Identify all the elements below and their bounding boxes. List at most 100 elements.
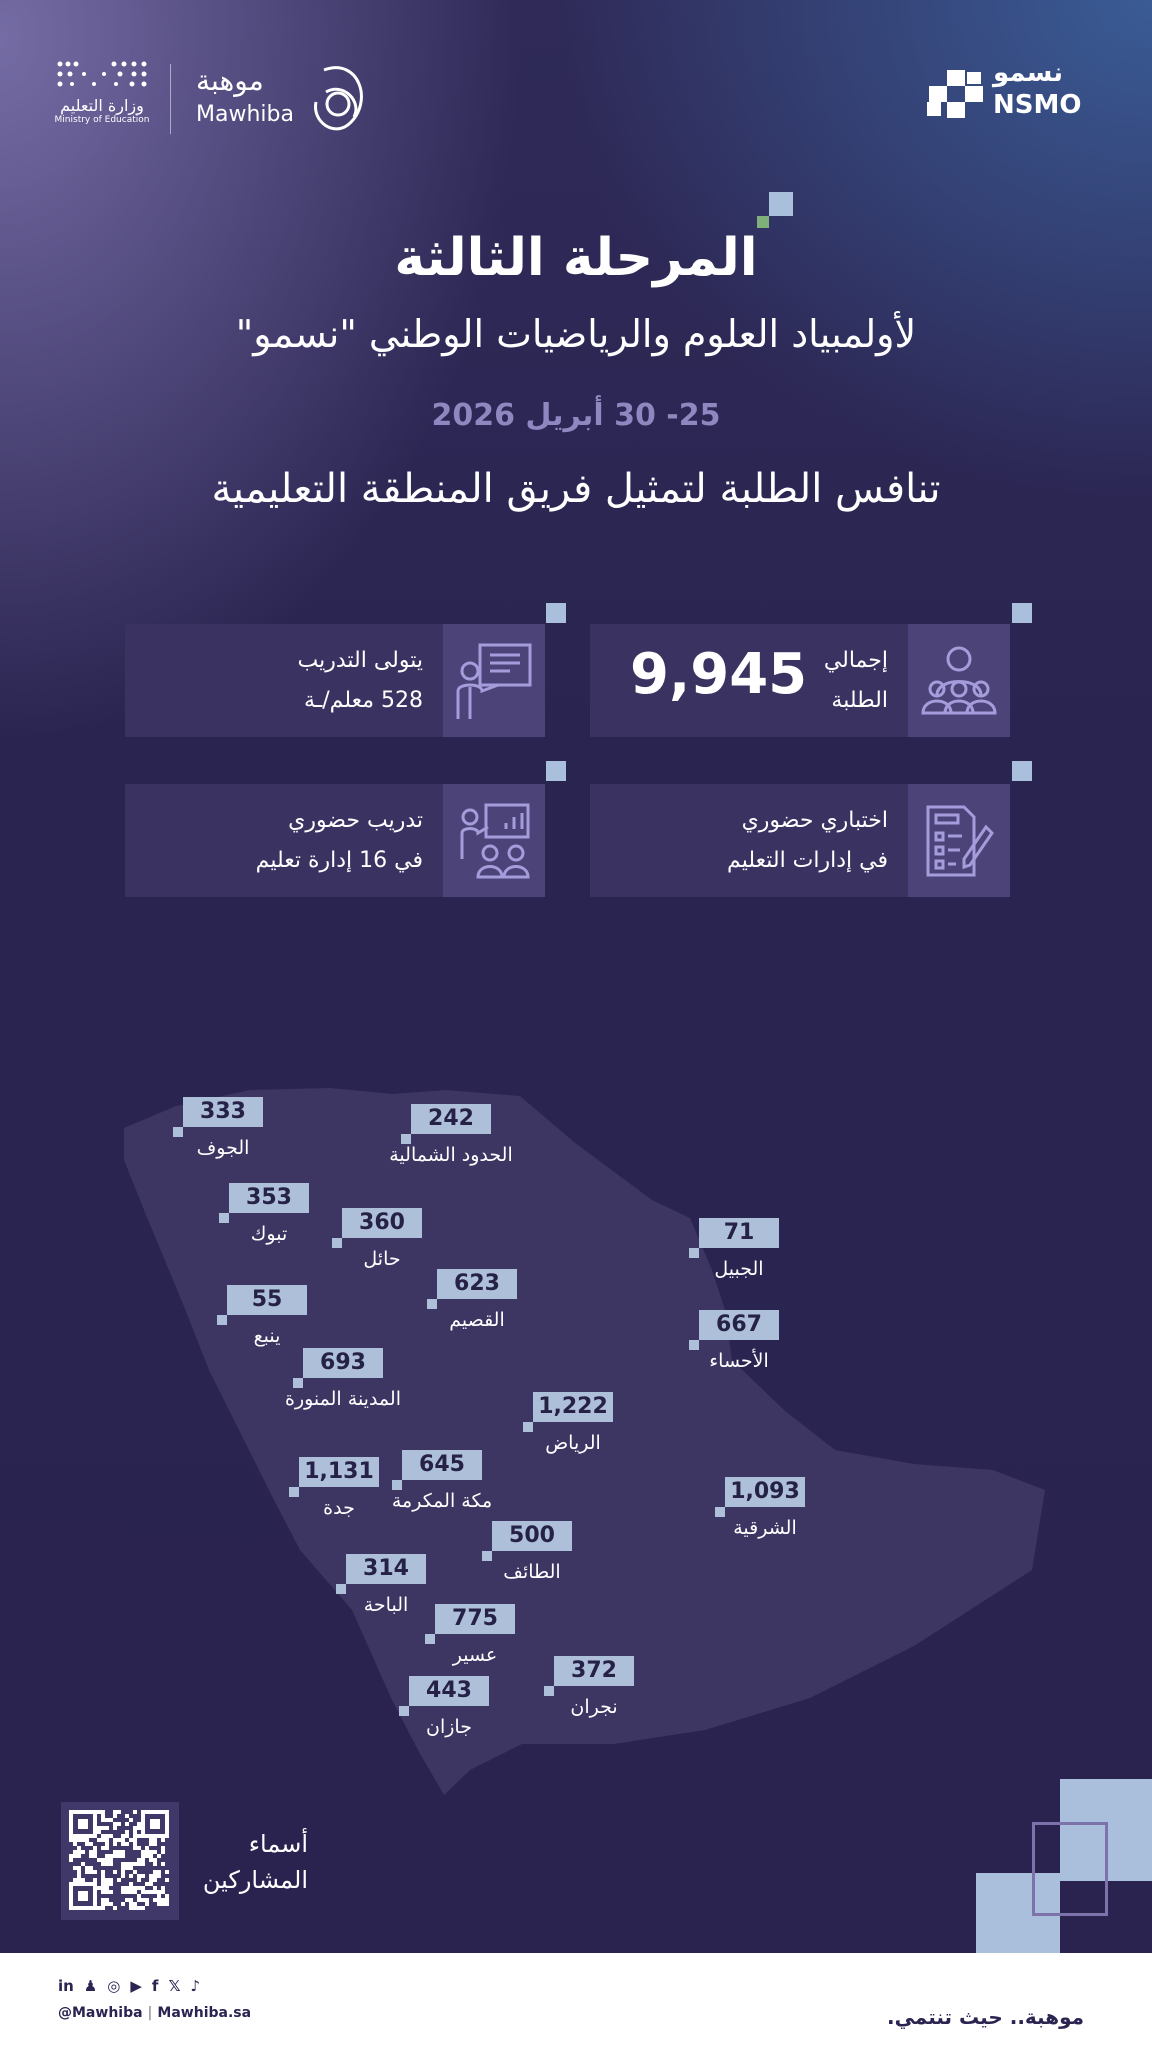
region-marker: 71 الجبيل (689, 1218, 779, 1280)
region-marker: 1,131 جدة (289, 1457, 379, 1519)
region-marker: 314 الباحة (336, 1554, 426, 1616)
x-icon[interactable]: 𝕏 (168, 1977, 181, 1995)
mawhiba-logo: موهبة Mawhiba (196, 62, 371, 137)
region-name: الجوف (196, 1137, 250, 1159)
mawhiba-emblem-icon (314, 66, 363, 131)
region-name: الشرقية (733, 1517, 797, 1539)
region-marker-square (173, 1127, 183, 1137)
qr-code[interactable] (61, 1802, 179, 1920)
region-value: 353 (229, 1183, 309, 1213)
tiktok-icon[interactable]: ♪ (190, 1977, 201, 1995)
training-presentation-icon (443, 784, 545, 897)
card-label-line2: في 16 إدارة تعليم (255, 847, 423, 873)
region-marker: 645 مكة المكرمة (392, 1450, 492, 1512)
region-value: 623 (437, 1269, 517, 1299)
region-marker-square (482, 1551, 492, 1561)
region-marker-square (289, 1487, 299, 1497)
region-name: جازان (426, 1716, 472, 1738)
teacher-board-icon (443, 624, 545, 737)
region-marker-square (689, 1248, 699, 1258)
region-marker-square (427, 1299, 437, 1309)
region-name: ينبع (253, 1325, 281, 1347)
footer: in ♟ ◎ ▶ f 𝕏 ♪ @Mawhiba | Mawhiba.sa موه… (0, 1953, 1152, 2048)
region-marker-square (544, 1686, 554, 1696)
qr-caption-line2: المشاركين (202, 1866, 308, 1894)
card-accent-square (546, 761, 566, 781)
region-marker-square (336, 1584, 346, 1594)
region-marker-square (217, 1315, 227, 1325)
region-value: 1,222 (533, 1392, 613, 1422)
card-accent-square (1012, 761, 1032, 781)
region-value: 333 (183, 1097, 263, 1127)
footer-links: @Mawhiba | Mawhiba.sa (58, 2005, 251, 2021)
region-name: المدينة المنورة (284, 1388, 401, 1410)
card-label-line1: إجمالي (823, 647, 888, 673)
region-value: 71 (699, 1218, 779, 1248)
qr-code-icon (69, 1810, 169, 1910)
qr-caption-line1: أسماء (248, 1830, 308, 1858)
facebook-icon[interactable]: f (151, 1977, 159, 1995)
region-marker-square (293, 1378, 303, 1388)
instagram-icon[interactable]: ◎ (107, 1977, 121, 1995)
region-name: القصيم (449, 1309, 505, 1331)
card-training: تدريب حضوري في 16 إدارة تعليم (125, 784, 545, 897)
region-value: 314 (346, 1554, 426, 1584)
region-name: الحدود الشمالية (389, 1144, 513, 1166)
qr-caption: أسماء المشاركين (186, 1826, 308, 1898)
exam-checklist-icon (908, 784, 1010, 897)
region-marker-square (399, 1706, 409, 1716)
region-name: الأحساء (709, 1350, 769, 1372)
region-marker-square (332, 1238, 342, 1248)
region-marker-square (425, 1634, 435, 1644)
page-title: المرحلة الثالثة (394, 228, 758, 288)
saudi-arabia-map (124, 1088, 1045, 1795)
page-subtitle: لأولمبياد العلوم والرياضيات الوطني "نسمو… (235, 312, 917, 356)
link-separator: | (147, 2005, 158, 2021)
region-marker: 775 عسير (425, 1604, 515, 1666)
region-marker-square (401, 1134, 411, 1144)
card-label-line2: في إدارات التعليم (727, 847, 888, 873)
nsmo-logo: نسمو NSMO (927, 58, 1087, 124)
region-value: 775 (435, 1604, 515, 1634)
region-marker: 667 الأحساء (689, 1310, 779, 1372)
region-value: 443 (409, 1676, 489, 1706)
nsmo-emblem-icon (927, 70, 983, 118)
region-marker: 333 الجوف (173, 1097, 263, 1159)
linkedin-icon[interactable]: in (58, 1977, 74, 1995)
region-marker: 353 تبوك (219, 1183, 309, 1245)
social-handle[interactable]: @Mawhiba (58, 2005, 143, 2021)
region-value: 500 (492, 1521, 572, 1551)
region-name: تبوك (250, 1223, 288, 1245)
region-value: 693 (303, 1348, 383, 1378)
region-marker: 623 القصيم (427, 1269, 517, 1331)
region-marker: 360 حائل (332, 1208, 422, 1270)
youtube-icon[interactable]: ▶ (130, 1977, 142, 1995)
students-group-icon (908, 624, 1010, 737)
event-date: 25- 30 أبريل 2026 (431, 398, 721, 433)
slogan: موهبة.. حيث تنتمي. (886, 2005, 1084, 2029)
decor-outline-square (1032, 1822, 1108, 1916)
snapchat-icon[interactable]: ♟ (83, 1977, 98, 1995)
region-marker-square (715, 1507, 725, 1517)
title-accent-green (757, 216, 769, 228)
region-marker: 500 الطائف (482, 1521, 572, 1583)
card-label-line2: 528 معلم/ـة (304, 687, 423, 713)
website-link[interactable]: Mawhiba.sa (157, 2005, 252, 2021)
card-accent-square (546, 603, 566, 623)
region-marker: 242 الحدود الشمالية (389, 1104, 513, 1166)
region-marker-square (219, 1213, 229, 1223)
card-label-line2: الطلبة (831, 687, 888, 713)
card-label-line1: تدريب حضوري (288, 807, 423, 833)
region-marker: 55 ينبع (217, 1285, 307, 1347)
social-icons: in ♟ ◎ ▶ f 𝕏 ♪ (58, 1977, 200, 1995)
moe-logo: وزارة التعليم Ministry of Education (52, 58, 152, 125)
nsmo-name-ar: نسمو (993, 58, 1063, 88)
moe-dots-icon (57, 61, 147, 87)
nsmo-name-en: NSMO (993, 90, 1082, 120)
region-name: الباحة (363, 1594, 409, 1616)
region-marker: 693 المدينة المنورة (285, 1348, 401, 1410)
card-trainers: يتولى التدريب 528 معلم/ـة (125, 624, 545, 737)
region-value: 372 (554, 1656, 634, 1686)
region-value: 360 (342, 1208, 422, 1238)
card-label-line1: يتولى التدريب (297, 647, 423, 673)
